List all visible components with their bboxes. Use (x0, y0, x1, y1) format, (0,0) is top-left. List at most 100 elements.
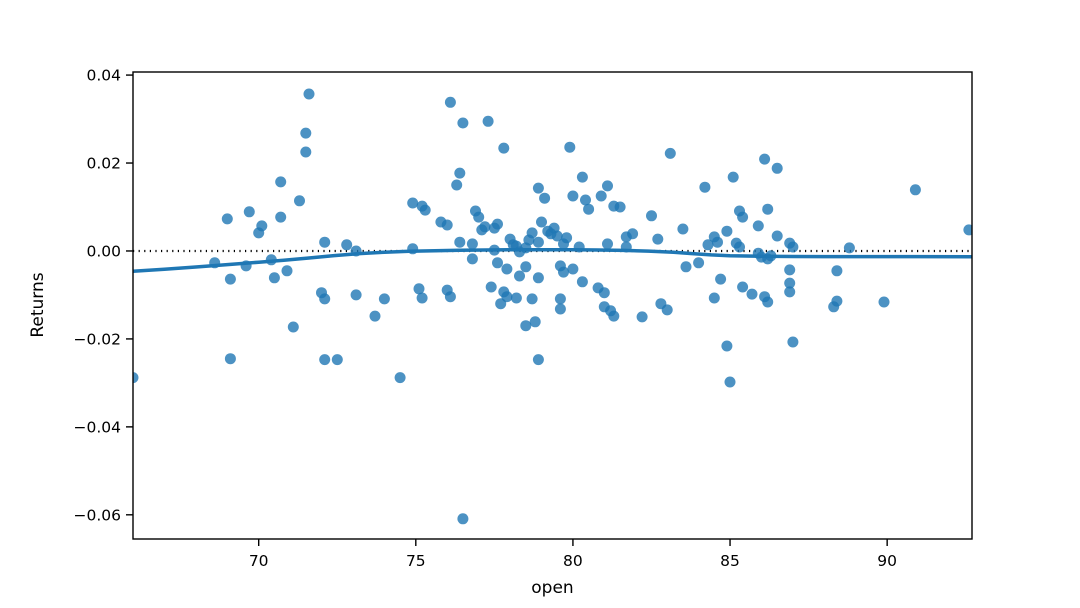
data-point (963, 224, 972, 236)
data-point (526, 227, 538, 239)
data-point (712, 236, 723, 248)
y-tick-label: −0.04 (74, 418, 122, 436)
data-point (532, 236, 544, 248)
data-point (319, 354, 331, 366)
data-point (275, 211, 287, 223)
data-point (514, 270, 525, 282)
data-point (784, 277, 796, 289)
data-point (300, 127, 312, 139)
data-point (319, 293, 331, 305)
data-point (256, 220, 268, 232)
data-point (771, 230, 783, 242)
data-point (762, 203, 774, 215)
data-point (652, 233, 664, 245)
data-point (564, 141, 576, 153)
data-point (708, 292, 720, 304)
data-point (702, 239, 714, 251)
data-point (501, 263, 513, 275)
data-point (843, 242, 855, 254)
data-point (627, 228, 639, 240)
data-point (661, 304, 673, 316)
data-point (561, 232, 573, 244)
data-point (224, 273, 236, 285)
data-point (287, 321, 299, 333)
data-point (303, 88, 315, 100)
data-point (762, 296, 774, 308)
data-point (485, 281, 497, 293)
data-point (614, 201, 626, 213)
data-point (529, 316, 541, 328)
data-point (275, 176, 287, 188)
data-point (677, 223, 689, 235)
data-point (454, 167, 466, 179)
data-point (416, 292, 428, 304)
data-point (457, 117, 469, 129)
data-point (520, 261, 532, 273)
data-point (466, 238, 478, 250)
data-point (693, 257, 705, 269)
data-point (243, 206, 255, 218)
data-point (576, 171, 588, 183)
data-point (454, 236, 466, 248)
data-point (473, 211, 485, 223)
data-point (492, 218, 503, 230)
data-point (532, 182, 544, 194)
data-point (734, 241, 745, 253)
data-point (350, 289, 362, 301)
data-point (737, 281, 749, 293)
y-tick-label: 0.00 (86, 242, 121, 260)
data-point (407, 197, 419, 209)
data-point (394, 372, 406, 384)
data-point (680, 261, 692, 273)
data-point (602, 180, 613, 192)
data-point (492, 257, 503, 269)
data-point (771, 162, 783, 174)
data-point (724, 376, 736, 388)
residuals-points (133, 88, 972, 525)
data-point (532, 272, 544, 284)
data-point (479, 221, 491, 233)
data-point (536, 216, 547, 228)
y-tick-label: 0.02 (86, 155, 121, 173)
data-point (281, 265, 293, 277)
data-point (784, 264, 796, 276)
data-point (554, 303, 566, 315)
data-point (554, 293, 566, 305)
data-point (831, 295, 843, 307)
data-point (759, 153, 771, 165)
data-point (444, 96, 456, 108)
x-tick-label: 75 (406, 552, 426, 570)
data-point (878, 296, 890, 308)
data-point (532, 354, 544, 366)
data-point (539, 192, 551, 204)
data-point (378, 293, 390, 305)
data-point (221, 213, 233, 225)
x-tick-label: 80 (563, 552, 583, 570)
data-point (558, 266, 569, 278)
axes-frame (132, 71, 973, 540)
y-axis-ticks: 0.04 0.02 0.00 −0.02 −0.04 −0.06 (74, 67, 133, 524)
data-point (341, 239, 353, 251)
data-point (831, 265, 843, 277)
data-point (224, 353, 236, 365)
x-axis-label: open (531, 578, 574, 598)
data-point (746, 288, 758, 300)
y-tick-label: −0.06 (74, 506, 122, 524)
x-tick-label: 90 (877, 552, 897, 570)
data-point (133, 372, 139, 384)
data-point (909, 184, 921, 196)
data-point (721, 340, 733, 352)
lowess-trend-line (133, 247, 972, 273)
data-point (567, 190, 579, 202)
y-axis-label: Returns (28, 272, 48, 338)
y-tick-label: 0.04 (86, 67, 121, 85)
data-point (721, 225, 733, 237)
data-point (294, 195, 305, 207)
x-axis-ticks: 70 75 80 85 90 (249, 539, 897, 570)
data-point (576, 276, 588, 288)
data-point (598, 287, 610, 299)
data-point (520, 320, 532, 332)
data-point (580, 194, 591, 206)
